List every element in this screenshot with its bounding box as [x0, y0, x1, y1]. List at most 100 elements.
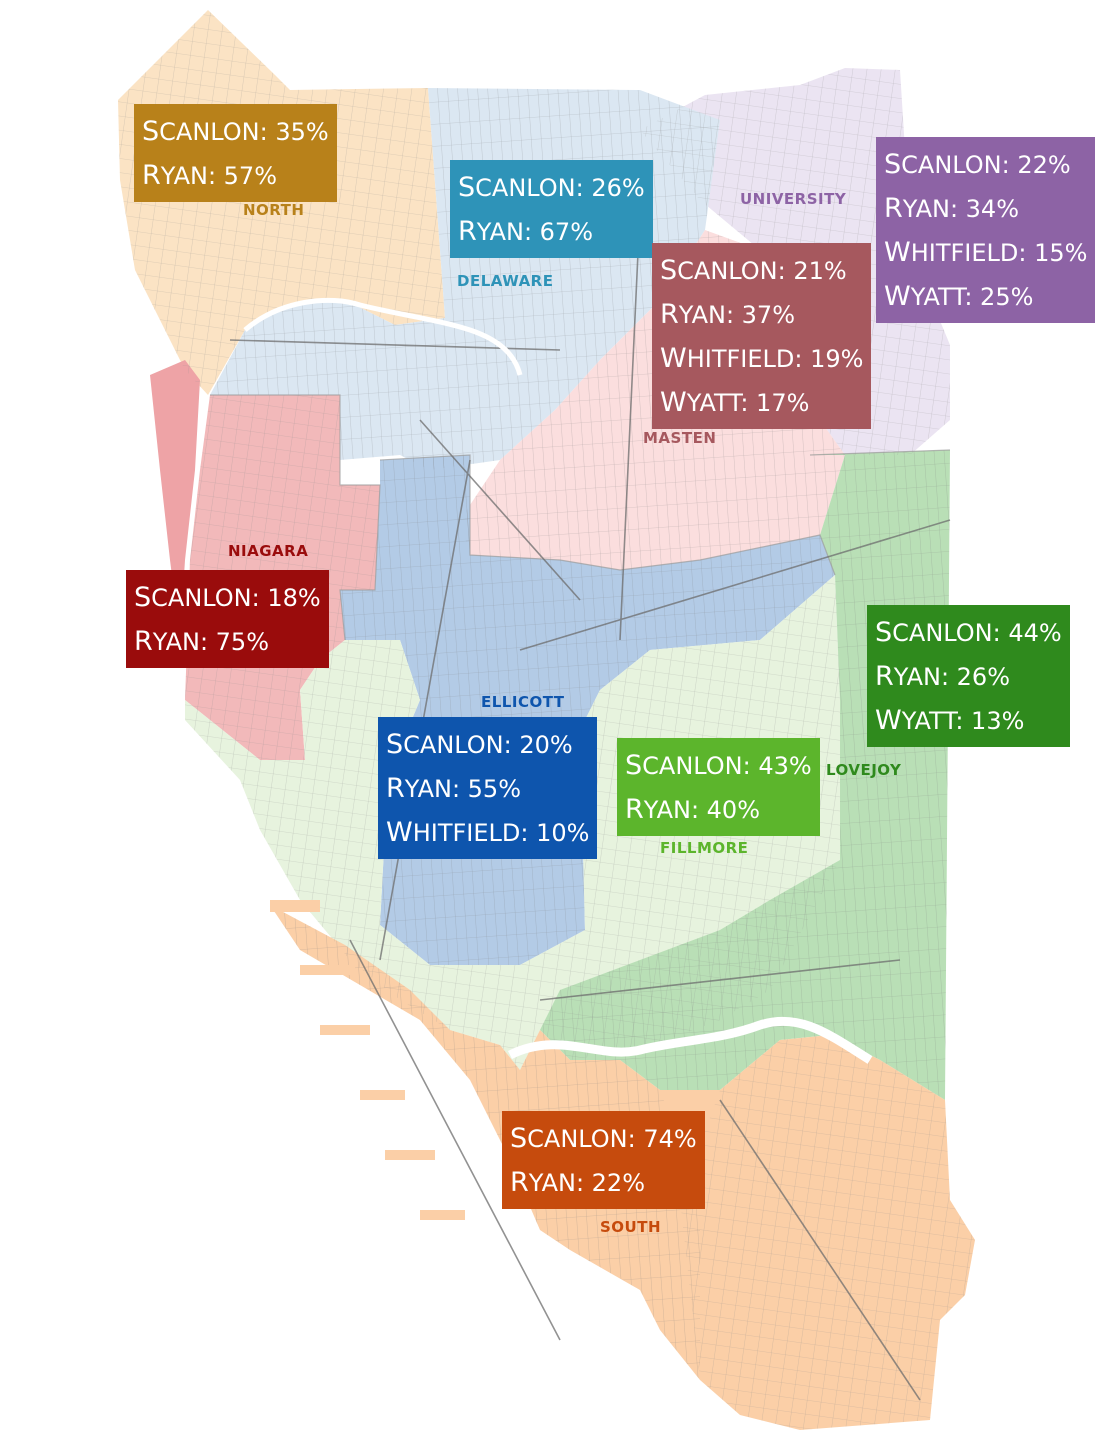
vote-share: 44%	[1008, 619, 1062, 647]
district-label-niagara: NIAGARA	[228, 542, 308, 560]
candidate-name-rest: YAN	[528, 1169, 576, 1197]
candidate-name-initial: W	[660, 343, 687, 374]
district-label-masten: MASTEN	[643, 429, 716, 447]
result-line-ryan: RYAN: 67%	[458, 216, 593, 247]
vote-share: 67%	[539, 218, 593, 246]
vote-share: 40%	[706, 796, 760, 824]
candidate-name-rest: YAN	[404, 775, 452, 803]
result-line-ryan: RYAN: 26%	[875, 661, 1010, 692]
candidate-name-rest: HITFIELD	[412, 819, 521, 847]
result-line-scanlon: SCANLON: 44%	[875, 617, 1062, 648]
candidate-name-rest: CANLON	[151, 584, 252, 612]
candidate-name-rest: HITFIELD	[910, 239, 1019, 267]
candidate-name-initial: W	[386, 817, 413, 848]
candidate-name-rest: CANLON	[642, 752, 743, 780]
result-line-scanlon: SCANLON: 18%	[134, 582, 321, 613]
result-line-ryan: RYAN: 22%	[510, 1167, 645, 1198]
result-line-ryan: RYAN: 75%	[134, 626, 269, 657]
candidate-name-initial: S	[660, 255, 678, 286]
candidate-name-rest: YATT	[686, 389, 741, 417]
vote-share: 10%	[536, 819, 590, 847]
district-label-university: UNIVERSITY	[740, 190, 847, 208]
results-box-university: SCANLON: 22% RYAN: 34% WHITFIELD: 15% WYATT…	[876, 137, 1096, 323]
result-line-scanlon: SCANLON: 22%	[884, 149, 1071, 180]
vote-share: 25%	[980, 283, 1034, 311]
candidate-name-rest: CANLON	[892, 619, 993, 647]
candidate-name-rest: YAN	[476, 218, 524, 246]
candidate-name-rest: YAN	[678, 301, 726, 329]
candidate-name-initial: R	[884, 193, 903, 224]
vote-share: 15%	[1034, 239, 1088, 267]
candidate-name-initial: S	[510, 1123, 528, 1154]
vote-share: 37%	[741, 301, 795, 329]
niagara-waterfront-area	[150, 360, 200, 640]
vote-share: 17%	[756, 389, 810, 417]
result-line-whitfield: WHITFIELD: 19%	[660, 343, 864, 374]
vote-share: 75%	[215, 628, 269, 656]
vote-share: 22%	[591, 1169, 645, 1197]
vote-share: 18%	[267, 584, 321, 612]
candidate-name-initial: W	[660, 387, 687, 418]
result-line-ryan: RYAN: 57%	[142, 160, 277, 191]
vote-share: 26%	[591, 174, 645, 202]
candidate-name-rest: YAN	[643, 796, 691, 824]
candidate-name-rest: CANLON	[159, 118, 260, 146]
vote-share: 19%	[810, 345, 864, 373]
district-label-lovejoy: LOVEJOY	[826, 761, 902, 779]
candidate-name-initial: R	[458, 216, 477, 247]
candidate-name-initial: W	[884, 281, 911, 312]
result-line-ryan: RYAN: 40%	[625, 794, 760, 825]
result-line-scanlon: SCANLON: 43%	[625, 750, 812, 781]
result-line-ryan: RYAN: 55%	[386, 773, 521, 804]
candidate-name-rest: YAN	[160, 162, 208, 190]
candidate-name-initial: S	[884, 149, 902, 180]
results-box-delaware: SCANLON: 26% RYAN: 67%	[450, 160, 653, 258]
candidate-name-rest: YATT	[901, 707, 956, 735]
district-name-labels: NORTH DELAWARE UNIVERSITY MASTEN NIAGARA…	[228, 190, 902, 1236]
candidate-name-rest: CANLON	[527, 1125, 628, 1153]
vote-share: 20%	[519, 731, 573, 759]
district-label-delaware: DELAWARE	[457, 272, 553, 290]
candidate-name-initial: R	[875, 661, 894, 692]
result-line-whitfield: WHITFIELD: 10%	[386, 817, 590, 848]
vote-share: 34%	[965, 195, 1019, 223]
results-box-fillmore: SCANLON: 43% RYAN: 40%	[617, 738, 820, 836]
result-line-wyatt: WYATT: 25%	[884, 281, 1034, 312]
candidate-name-initial: R	[134, 626, 153, 657]
results-box-south: SCANLON: 74% RYAN: 22%	[502, 1111, 705, 1209]
major-roads	[229, 209, 951, 1401]
candidate-name-rest: CANLON	[403, 731, 504, 759]
candidate-name-initial: S	[134, 582, 152, 613]
candidate-name-rest: CANLON	[677, 257, 778, 285]
results-box-ellicott: SCANLON: 20% RYAN: 55% WHITFIELD: 10%	[378, 717, 598, 859]
candidate-name-rest: YAN	[902, 195, 950, 223]
candidate-name-initial: R	[386, 773, 405, 804]
candidate-name-rest: YAN	[152, 628, 200, 656]
vote-share: 13%	[971, 707, 1025, 735]
vote-share: 21%	[793, 257, 847, 285]
result-line-whitfield: WHITFIELD: 15%	[884, 237, 1088, 268]
candidate-name-initial: S	[458, 172, 476, 203]
vote-share: 57%	[223, 162, 277, 190]
candidate-name-initial: R	[510, 1167, 529, 1198]
candidate-name-rest: YATT	[910, 283, 965, 311]
district-label-south: SOUTH	[600, 1218, 661, 1236]
result-line-scanlon: SCANLON: 21%	[660, 255, 847, 286]
result-line-scanlon: SCANLON: 20%	[386, 729, 573, 760]
result-line-ryan: RYAN: 34%	[884, 193, 1019, 224]
result-line-scanlon: SCANLON: 26%	[458, 172, 645, 203]
district-borders	[210, 394, 951, 641]
candidate-name-initial: R	[660, 299, 679, 330]
candidate-name-initial: R	[142, 160, 161, 191]
results-box-masten: SCANLON: 21% RYAN: 37% WHITFIELD: 19% WYATT…	[652, 243, 872, 429]
candidate-name-initial: S	[875, 617, 893, 648]
candidate-name-initial: R	[625, 794, 644, 825]
vote-share: 35%	[275, 118, 329, 146]
result-line-scanlon: SCANLON: 74%	[510, 1123, 697, 1154]
candidate-name-rest: CANLON	[475, 174, 576, 202]
result-line-scanlon: SCANLON: 35%	[142, 116, 329, 147]
results-box-lovejoy: SCANLON: 44% RYAN: 26% WYATT: 13%	[867, 605, 1070, 747]
harbor-piers	[270, 900, 465, 1220]
district-label-ellicott: ELLICOTT	[481, 693, 565, 711]
result-line-wyatt: WYATT: 13%	[875, 705, 1025, 736]
